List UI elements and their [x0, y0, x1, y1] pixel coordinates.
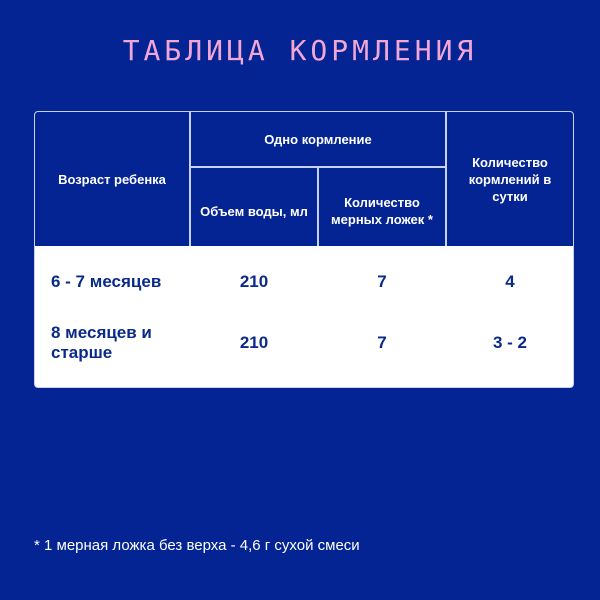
row-age: 6 - 7 месяцев [51, 272, 162, 291]
header-water: Объем воды, мл [200, 203, 308, 219]
row-age: 8 месяцев и старше [51, 323, 152, 362]
row-spoons: 7 [377, 333, 387, 352]
footnote: * 1 мерная ложка без верха - 4,6 г сухой… [34, 537, 360, 554]
header-age: Возраст ребенка [58, 171, 166, 187]
row-water: 210 [239, 272, 269, 291]
row-water: 210 [239, 333, 269, 352]
divider [189, 166, 447, 168]
table-header: Возраст ребенка Одно кормление Объем вод… [35, 112, 573, 246]
divider [445, 112, 447, 246]
page-title: ТАБЛИЦА КОРМЛЕНИЯ [122, 34, 478, 67]
header-per-day: Количество кормлений в сутки [468, 154, 552, 204]
feeding-table: Возраст ребенка Одно кормление Объем вод… [34, 111, 574, 388]
row-per-day: 4 [505, 272, 515, 291]
row-per-day: 3 - 2 [492, 333, 528, 352]
header-one-feeding: Одно кормление [264, 131, 372, 147]
row-spoons: 7 [377, 272, 387, 291]
divider [317, 167, 319, 246]
header-spoons: Количество мерных ложек * [331, 195, 433, 227]
divider [189, 112, 191, 246]
